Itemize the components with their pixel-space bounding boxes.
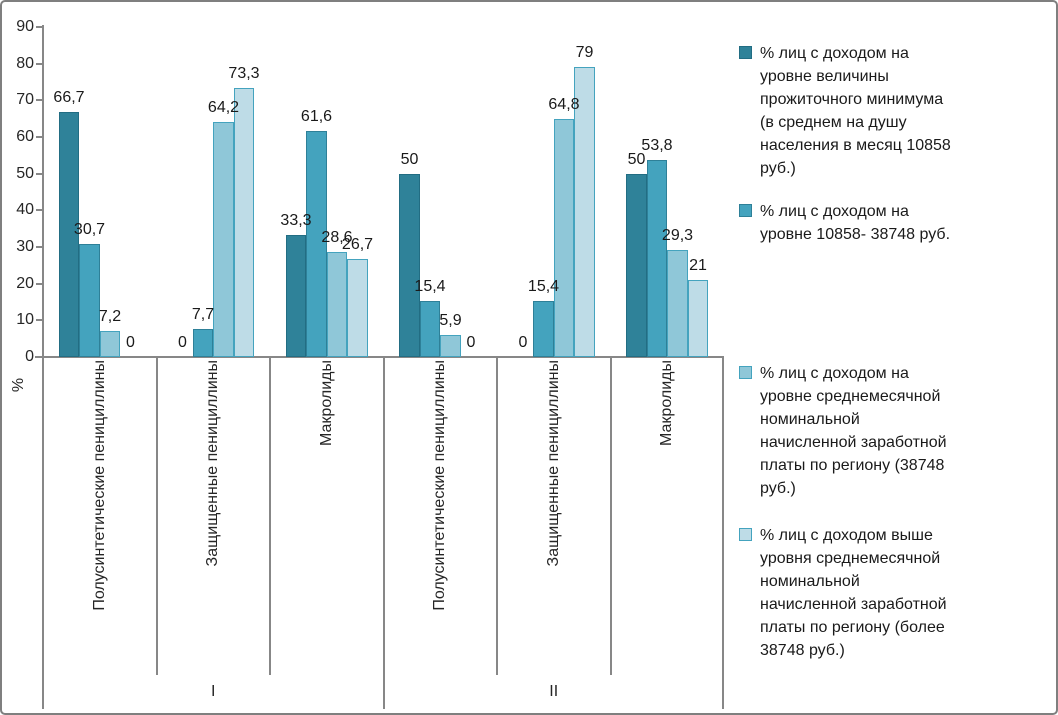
- category-cell: Макролиды: [270, 360, 384, 672]
- bar: [553, 119, 575, 357]
- y-tick-mark: [36, 246, 43, 248]
- y-tick-mark: [36, 209, 43, 212]
- legend-entry: % лиц с доходом на уровне среднемесячной…: [739, 362, 1039, 500]
- bar-value-label: 50: [400, 150, 419, 168]
- bar: [79, 244, 100, 357]
- category-cell: Полусинтетические пенициллины: [384, 360, 498, 672]
- y-tick-label: 90: [16, 18, 34, 35]
- category-separator-line: [496, 357, 498, 675]
- legend-entry: % лиц с доходом выше уровня среднемесячн…: [739, 524, 1039, 662]
- bar: [58, 112, 80, 357]
- bar: [574, 67, 595, 357]
- bar: [667, 249, 688, 357]
- bar: [347, 259, 368, 357]
- category-separator-line: [156, 357, 158, 675]
- bar-value-label: 53,8: [641, 136, 673, 154]
- legend-entry: % лиц с доходом на уровне величины прожи…: [739, 42, 1039, 180]
- category-cell: Защищенные пенициллины: [157, 360, 271, 672]
- bar: [306, 131, 327, 357]
- y-tick-mark: [36, 99, 43, 102]
- bar-value-label: 66,7: [53, 89, 85, 107]
- legend-swatch-icon: [739, 204, 752, 217]
- bar: [399, 173, 420, 357]
- category-label: Полусинтетические пенициллины: [431, 360, 449, 611]
- bar: [626, 173, 647, 357]
- bar: [326, 252, 348, 357]
- y-axis-line: [42, 25, 44, 709]
- bar: [213, 121, 234, 357]
- bar: [533, 300, 554, 357]
- group-axis: I II: [43, 678, 724, 706]
- y-tick-label: 40: [16, 201, 34, 219]
- category-cell: Макролиды: [611, 360, 725, 672]
- legend-entry-label: % лиц с доходом выше уровня среднемесячн…: [760, 527, 947, 659]
- y-tick-label: 60: [16, 128, 34, 145]
- group-separator-line: [383, 357, 385, 709]
- y-tick-mark: [36, 282, 43, 285]
- plot-area: 66,7 30,7 7,2 0 0 7,7 64,2 73,3 33,3 61,6 28,6 26,7…: [43, 27, 724, 357]
- y-tick-label: 80: [16, 54, 34, 72]
- category-label: Полусинтетические пенициллины: [90, 360, 108, 611]
- y-tick-mark: [36, 356, 43, 358]
- bar-value-label: 79: [575, 44, 594, 62]
- legend-entry: % лиц с доходом на уровне 10858- 38748 р…: [739, 200, 1039, 246]
- category-axis: Полусинтетические пенициллины Защищенные …: [43, 360, 724, 672]
- bar-value-label: 61,6: [300, 108, 333, 126]
- category-cell: Защищенные пенициллины: [497, 360, 611, 672]
- y-tick-label: 30: [16, 238, 34, 255]
- bar: [440, 335, 461, 357]
- legend-swatch-icon: [739, 528, 752, 541]
- y-axis-title: %: [10, 377, 27, 393]
- y-tick-mark: [36, 172, 43, 175]
- group-label: II: [549, 683, 559, 700]
- y-tick-label: 50: [16, 164, 34, 182]
- legend-entry-label: % лиц с доходом на уровне среднемесячной…: [760, 365, 947, 497]
- bar: [233, 88, 255, 357]
- axis-right-edge-line: [722, 357, 724, 709]
- y-tick-label: 0: [25, 348, 34, 365]
- category-label: Макролиды: [317, 360, 335, 446]
- category-cell: Полусинтетические пенициллины: [43, 360, 157, 672]
- y-tick-label: 70: [16, 91, 34, 109]
- x-axis-line: [35, 356, 724, 358]
- y-tick-label: 20: [16, 274, 34, 292]
- bar: [192, 328, 214, 357]
- legend-entry-label: % лиц с доходом на уровне 10858- 38748 р…: [760, 203, 951, 243]
- category-label: Защищенные пенициллины: [204, 360, 222, 567]
- category-separator-line: [269, 357, 271, 675]
- y-tick-label: 10: [16, 311, 34, 329]
- bar: [285, 234, 307, 357]
- bar: [646, 159, 668, 357]
- bar: [99, 330, 121, 357]
- y-tick-mark: [36, 62, 43, 65]
- bar: [419, 300, 441, 357]
- legend-swatch-icon: [739, 46, 752, 59]
- group-label: I: [211, 683, 216, 700]
- category-label: Макролиды: [658, 360, 676, 446]
- y-tick-mark: [36, 26, 43, 28]
- category-label: Защищенные пенициллины: [544, 360, 562, 567]
- y-tick-mark: [36, 136, 43, 138]
- y-tick-mark: [36, 319, 43, 322]
- bar: [687, 280, 709, 357]
- legend-swatch-icon: [739, 366, 752, 379]
- legend-entry-label: % лиц с доходом на уровне величины прожи…: [760, 45, 951, 177]
- bar-value-label: 73,3: [228, 65, 260, 83]
- category-separator-line: [610, 357, 612, 675]
- legend: % лиц с доходом на уровне величины прожи…: [739, 42, 1039, 662]
